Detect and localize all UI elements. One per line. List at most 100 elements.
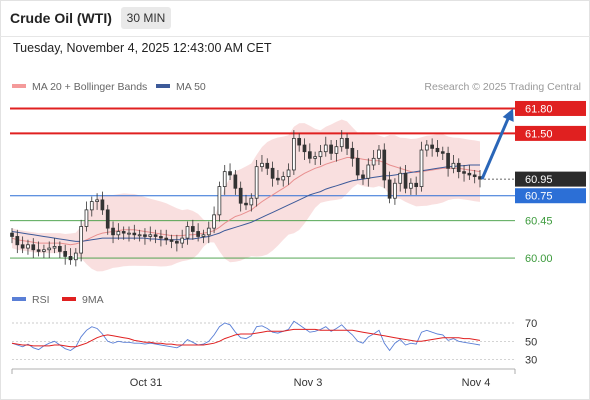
rsi-line	[11, 320, 481, 352]
candle	[254, 159, 259, 207]
candle-body	[111, 227, 115, 236]
candle-body	[398, 172, 403, 184]
x-tick-label: Nov 3	[294, 377, 323, 389]
candle	[180, 229, 185, 249]
candle	[127, 226, 131, 242]
candle	[105, 204, 110, 235]
level-label-61.80: 61.80	[525, 103, 553, 115]
candle-body	[292, 137, 296, 171]
candle	[371, 150, 376, 170]
rsi-legend-label: RSI	[32, 294, 50, 306]
candle	[228, 163, 232, 180]
chart-datetime: Tuesday, November 4, 2025 12:43:00 AM CE…	[13, 41, 272, 55]
candle-body	[297, 137, 302, 146]
candle	[217, 181, 222, 222]
candle	[148, 226, 153, 242]
candle	[15, 229, 20, 254]
candle	[84, 201, 89, 232]
candle-body	[127, 232, 131, 235]
candle	[424, 140, 429, 157]
candle-body	[222, 171, 227, 187]
candle-body	[79, 226, 83, 254]
candle-body	[20, 244, 25, 249]
candle-body	[355, 157, 360, 176]
ma50-legend-label: MA 50	[176, 81, 206, 93]
candle-body	[387, 179, 392, 199]
candle	[111, 221, 115, 244]
level-box-60.75	[515, 188, 586, 204]
candle-body	[233, 174, 238, 189]
candle	[238, 181, 243, 212]
candle	[339, 130, 344, 152]
candle	[36, 241, 41, 257]
candle	[260, 155, 264, 172]
x-tick-label: Oct 31	[130, 377, 162, 389]
ma20-legend-label: MA 20 + Bollinger Bands	[32, 81, 148, 93]
candle-body	[393, 182, 397, 199]
candle	[366, 158, 371, 187]
level-label-60.45: 60.45	[525, 216, 553, 228]
rsi-tick-50: 50	[525, 336, 537, 348]
candle-body	[307, 151, 312, 159]
candle	[79, 219, 83, 262]
level-box-61.80	[515, 100, 586, 116]
candle-body	[143, 234, 147, 237]
candle	[345, 133, 349, 156]
candle-body	[467, 172, 472, 176]
candle-body	[15, 236, 20, 246]
rsi-ma-line	[11, 328, 481, 348]
candle-body	[31, 244, 36, 251]
level-box-61.50	[515, 125, 586, 141]
candle-body	[329, 144, 333, 154]
candle-body	[58, 246, 62, 252]
candle-body	[366, 164, 371, 179]
candle	[137, 229, 142, 242]
candle	[398, 166, 403, 192]
candle	[26, 239, 30, 255]
candle-body	[63, 251, 68, 257]
candle-body	[456, 162, 461, 173]
candle	[116, 223, 121, 240]
candle-body	[260, 162, 264, 168]
candle	[307, 143, 312, 164]
candle	[302, 138, 307, 160]
candle	[95, 193, 99, 210]
candle	[249, 193, 254, 212]
candle	[73, 248, 78, 267]
forecast-arrow-head	[502, 108, 514, 122]
candle-body	[377, 149, 381, 159]
candle-body	[164, 237, 169, 241]
legend-ma20: MA 20 + Bollinger Bands	[12, 81, 147, 93]
candle	[58, 241, 62, 259]
ma20-line	[11, 157, 481, 246]
candle	[382, 143, 387, 189]
candle-body	[254, 166, 259, 199]
candle	[361, 169, 365, 185]
candle	[451, 155, 456, 174]
candle-body	[419, 149, 424, 187]
candle-body	[121, 231, 126, 234]
level-label-60.75: 60.75	[525, 191, 553, 203]
candle	[196, 223, 200, 242]
candle-body	[371, 157, 376, 166]
candle-body	[302, 144, 307, 153]
candle	[159, 229, 163, 247]
candle	[132, 224, 137, 240]
candle-body	[339, 137, 344, 148]
candle	[467, 164, 472, 180]
candle	[10, 228, 14, 244]
candle	[276, 169, 280, 185]
last-price-box	[515, 171, 586, 187]
candle-body	[265, 162, 270, 169]
candle	[446, 146, 450, 177]
candle	[212, 206, 216, 234]
candle	[435, 140, 440, 157]
candle	[313, 151, 317, 165]
timeframe-badge[interactable]: 30 MIN	[121, 7, 171, 29]
candle	[100, 191, 105, 215]
candle-body	[42, 249, 46, 252]
instrument-title: Crude Oil (WTI)	[10, 10, 112, 26]
candle	[323, 136, 328, 157]
rsi-tick-70: 70	[525, 318, 537, 330]
